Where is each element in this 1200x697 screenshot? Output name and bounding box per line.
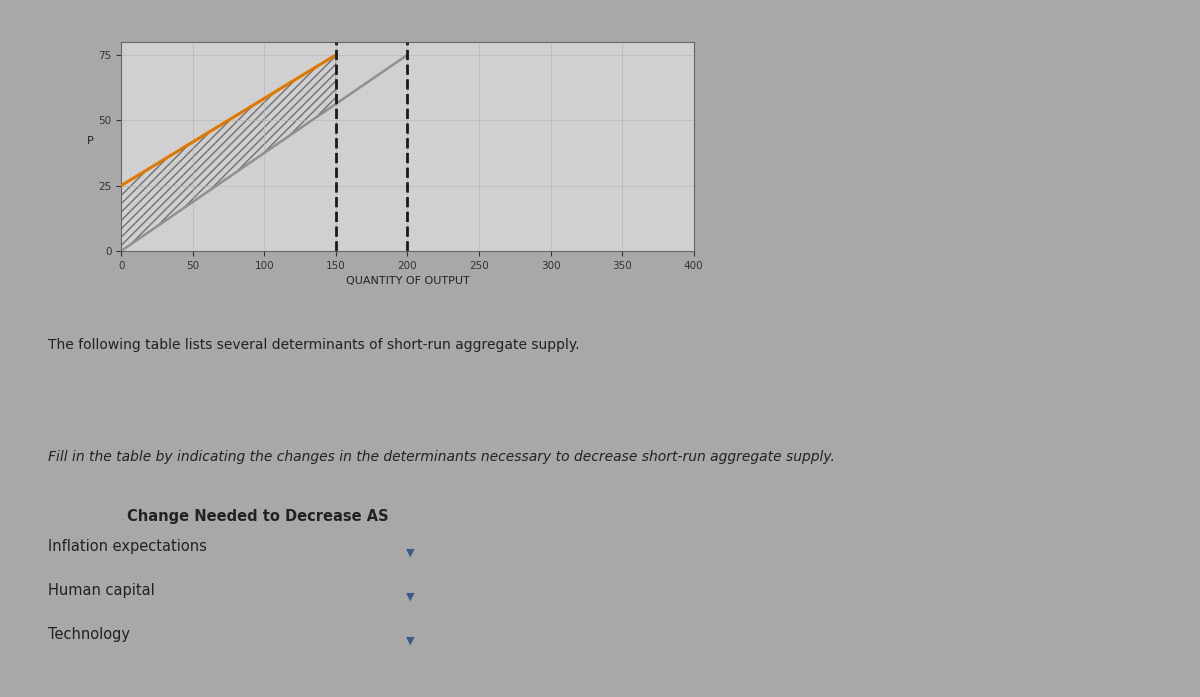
Text: Change Needed to Decrease AS: Change Needed to Decrease AS bbox=[127, 509, 389, 524]
Text: The following table lists several determinants of short-run aggregate supply.: The following table lists several determ… bbox=[48, 338, 580, 352]
X-axis label: QUANTITY OF OUTPUT: QUANTITY OF OUTPUT bbox=[346, 276, 469, 286]
Text: Inflation expectations: Inflation expectations bbox=[48, 539, 206, 554]
Y-axis label: P: P bbox=[86, 137, 94, 146]
Text: ▼: ▼ bbox=[406, 636, 415, 645]
Text: Human capital: Human capital bbox=[48, 583, 155, 598]
Text: ▼: ▼ bbox=[406, 592, 415, 602]
Text: Fill in the table by indicating the changes in the determinants necessary to dec: Fill in the table by indicating the chan… bbox=[48, 450, 835, 464]
Text: ▼: ▼ bbox=[406, 548, 415, 558]
Text: Technology: Technology bbox=[48, 627, 130, 642]
